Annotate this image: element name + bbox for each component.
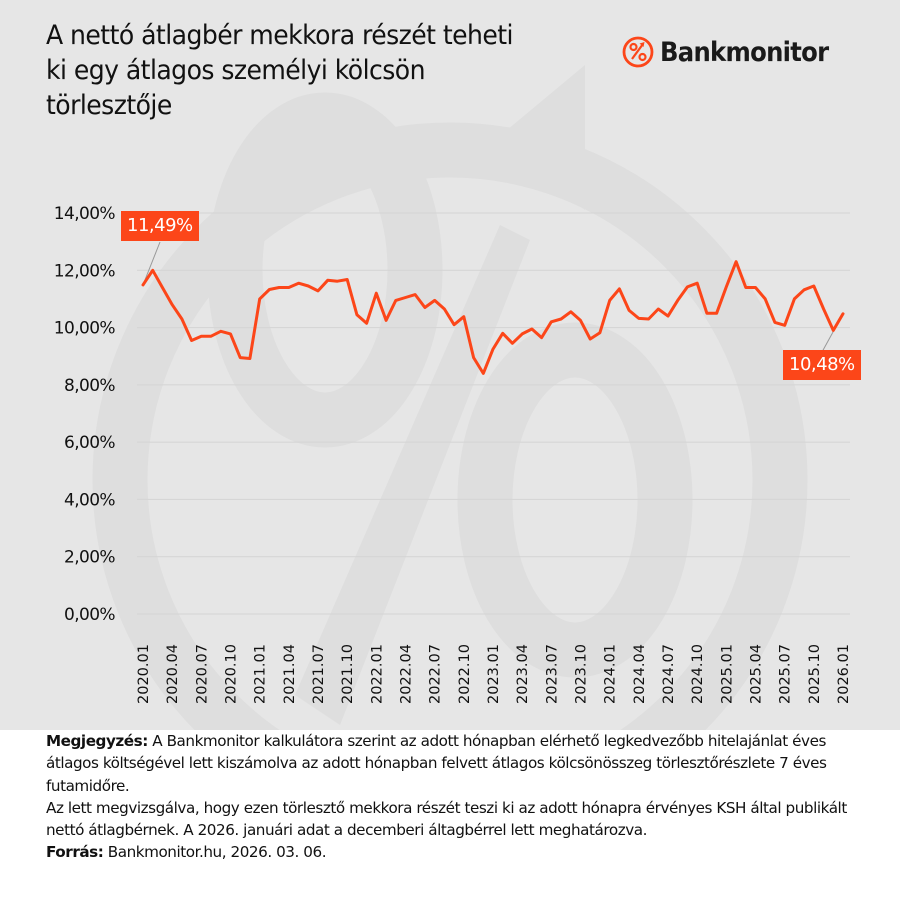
x-tick-label: 2025.07 — [778, 644, 794, 704]
x-tick-label: 2020.10 — [224, 644, 240, 704]
x-tick-label: 2022.07 — [428, 644, 444, 704]
note-paragraph-2: Az lett megvizsgálva, hogy ezen törleszt… — [46, 798, 847, 840]
x-tick-label: 2021.04 — [282, 644, 298, 704]
source-label: Forrás: — [46, 843, 104, 862]
data-line — [141, 260, 845, 375]
x-tick-label: 2022.01 — [369, 644, 385, 704]
last-value-callout: 10,48% — [783, 350, 861, 380]
note-text: A Bankmonitor kalkulátora szerint az ado… — [46, 732, 827, 795]
brand-logo: Bankmonitor — [622, 36, 847, 68]
x-tick-label: 2024.10 — [690, 644, 706, 704]
x-tick-label: 2021.07 — [311, 644, 327, 704]
x-tick-label: 2024.01 — [603, 644, 619, 704]
x-tick-label: 2021.10 — [340, 644, 356, 704]
x-axis-labels: 2020.01 2020.04 2020.07 2020.10 2021.01 2021.… — [136, 644, 852, 704]
gridlines — [137, 212, 850, 615]
source-text: Bankmonitor.hu, 2026. 03. 06. — [103, 843, 327, 862]
x-tick-label: 2025.01 — [719, 644, 735, 704]
x-tick-label: 2020.04 — [165, 644, 181, 704]
y-tick-label: 0,00% — [64, 605, 115, 625]
x-tick-label: 2024.04 — [632, 644, 648, 704]
x-tick-label: 2024.07 — [661, 644, 677, 704]
x-tick-label: 2023.01 — [486, 644, 502, 704]
chart-panel: A nettó átlagbér mekkora részét teheti k… — [0, 0, 900, 730]
percent-circle-icon — [622, 36, 654, 68]
footnote: Megjegyzés: A Bankmonitor kalkulátora sz… — [46, 730, 866, 864]
y-tick-label: 10,00% — [54, 319, 116, 339]
annotation-leader-lines — [142, 241, 844, 353]
x-tick-label: 2023.10 — [574, 644, 590, 704]
x-tick-label: 2022.10 — [457, 644, 473, 704]
x-tick-label: 2020.01 — [136, 644, 152, 704]
source-line: Forrás: Bankmonitor.hu, 2026. 03. 06. — [46, 841, 866, 863]
leader-line — [142, 241, 161, 286]
note-paragraph: Megjegyzés: A Bankmonitor kalkulátora sz… — [46, 730, 866, 797]
y-tick-label: 2,00% — [64, 548, 115, 568]
note-label: Megjegyzés: — [46, 732, 148, 750]
y-tick-label: 6,00% — [64, 433, 115, 453]
x-tick-label: 2025.04 — [749, 644, 765, 704]
x-tick-label: 2020.07 — [194, 644, 210, 704]
chart-title: A nettó átlagbér mekkora részét teheti k… — [46, 20, 514, 121]
x-tick-label: 2023.07 — [544, 644, 560, 704]
x-tick-label: 2021.01 — [253, 644, 269, 704]
brand-name: Bankmonitor — [660, 36, 829, 68]
y-axis-labels: 0,00% 2,00% 4,00% 6,00% 8,00% 10,00% 12,00% 14,… — [54, 204, 116, 625]
line-chart: 0,00% 2,00% 4,00% 6,00% 8,00% 10,00% 12,00% 14,… — [54, 204, 852, 704]
x-tick-label: 2022.04 — [399, 644, 415, 704]
x-tick-label: 2025.10 — [807, 644, 823, 704]
y-tick-label: 4,00% — [64, 490, 115, 510]
y-tick-label: 12,00% — [54, 261, 116, 281]
x-tick-label: 2023.04 — [515, 644, 531, 704]
x-tick-label: 2026.01 — [836, 644, 852, 704]
y-tick-label: 8,00% — [64, 376, 115, 396]
first-value-callout: 11,49% — [121, 211, 199, 241]
y-tick-label: 14,00% — [54, 204, 116, 224]
